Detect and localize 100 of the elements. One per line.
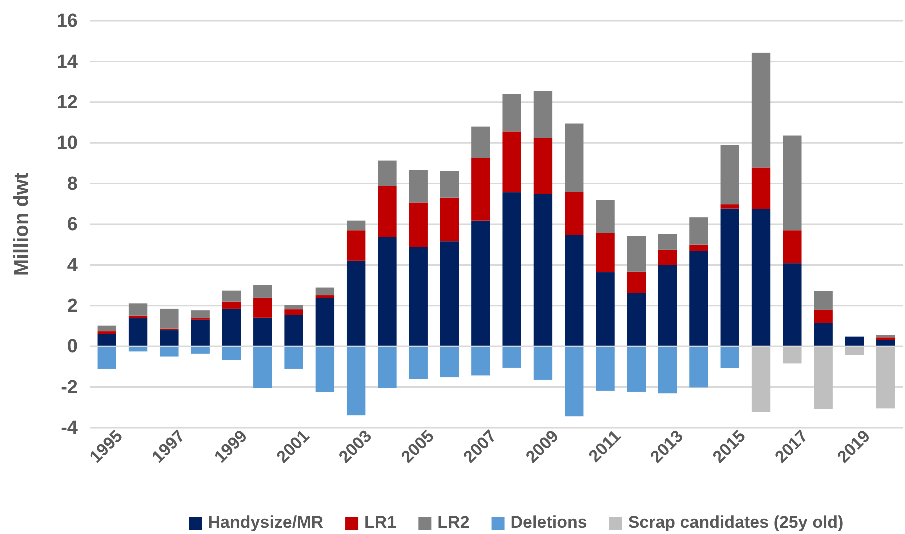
- bar: [752, 209, 771, 347]
- bar: [191, 310, 210, 319]
- bar: [783, 346, 802, 364]
- bar: [472, 220, 490, 347]
- bar: [690, 346, 708, 388]
- bar: [346, 220, 366, 231]
- bar: [596, 200, 615, 234]
- bar: [191, 320, 210, 347]
- y-tick-label: 6: [67, 214, 78, 236]
- bar: [128, 316, 148, 319]
- bar: [160, 346, 179, 357]
- bar: [378, 237, 397, 347]
- bar: [284, 315, 304, 347]
- bar: [378, 186, 397, 238]
- bar: [690, 251, 708, 347]
- bar: [502, 132, 522, 193]
- bar: [254, 285, 272, 298]
- bar: [658, 250, 678, 266]
- y-tick-label: 14: [56, 52, 78, 73]
- bar: [690, 218, 708, 245]
- bar: [502, 346, 522, 368]
- bar: [565, 346, 584, 417]
- bar: [752, 346, 771, 412]
- y-tick-label: 0: [67, 336, 78, 358]
- y-tick-label: 2: [67, 296, 78, 317]
- bar: [627, 346, 646, 392]
- bar: [98, 332, 116, 334]
- bar: [720, 346, 740, 368]
- bar: [160, 308, 179, 329]
- bar: [316, 346, 335, 392]
- bar: [596, 272, 615, 347]
- bar: [502, 94, 522, 132]
- bar: [222, 346, 242, 360]
- bar: [346, 260, 366, 347]
- bar: [378, 160, 397, 186]
- y-tick-label: 16: [56, 11, 78, 32]
- bar: [284, 346, 304, 369]
- bar: [720, 204, 740, 209]
- y-tick-label: -4: [61, 418, 78, 440]
- bar: [876, 338, 896, 340]
- bar: [472, 126, 490, 158]
- y-tick-label: 12: [56, 92, 78, 114]
- y-tick-label: 10: [56, 133, 78, 154]
- bar: [254, 346, 272, 388]
- bar: [752, 52, 771, 168]
- bar: [596, 233, 615, 273]
- bar: [440, 346, 460, 378]
- bar: [222, 290, 242, 302]
- bar: [658, 234, 678, 250]
- bar: [472, 158, 490, 221]
- y-tick-label: 4: [67, 255, 78, 276]
- bar: [596, 346, 615, 391]
- bar: [409, 346, 428, 380]
- bar: [284, 310, 304, 316]
- bar: [440, 198, 460, 242]
- bar: [160, 330, 179, 347]
- y-tick-label: 8: [67, 174, 78, 195]
- bar: [534, 138, 553, 194]
- bar: [222, 302, 242, 309]
- y-axis-title: Million dwt: [11, 172, 33, 276]
- bar: [658, 346, 678, 394]
- legend-label: LR2: [438, 513, 470, 532]
- bar: [845, 336, 864, 347]
- bar: [440, 171, 460, 198]
- bar: [128, 318, 148, 347]
- bar: [565, 235, 584, 347]
- bar: [534, 194, 553, 347]
- bar: [409, 247, 428, 347]
- legend-label: Scrap candidates (25y old): [628, 513, 844, 532]
- bar: [128, 304, 148, 316]
- bar: [783, 136, 802, 231]
- legend-label: Deletions: [510, 513, 588, 532]
- bar: [346, 346, 366, 416]
- bar: [845, 346, 864, 356]
- bar: [690, 244, 708, 252]
- bar: [814, 310, 833, 323]
- bar: [346, 230, 366, 261]
- bar: [222, 308, 242, 347]
- bar: [565, 124, 584, 192]
- bar: [254, 298, 272, 318]
- bar: [440, 242, 460, 347]
- bar: [284, 305, 304, 310]
- bar: [814, 322, 833, 347]
- bar: [98, 326, 116, 332]
- bar: [720, 208, 740, 347]
- bar: [783, 230, 802, 264]
- bar: [472, 346, 490, 376]
- bar: [876, 346, 896, 409]
- bar: [814, 291, 833, 310]
- bar: [409, 170, 428, 203]
- bar: [783, 264, 802, 347]
- bar: [502, 192, 522, 347]
- bar: [98, 346, 116, 369]
- bar: [814, 346, 833, 410]
- bar: [720, 145, 740, 205]
- y-tick-label: -2: [61, 377, 78, 398]
- bar: [191, 346, 210, 354]
- bar: [534, 91, 553, 138]
- bar: [658, 265, 678, 347]
- bar: [876, 335, 896, 338]
